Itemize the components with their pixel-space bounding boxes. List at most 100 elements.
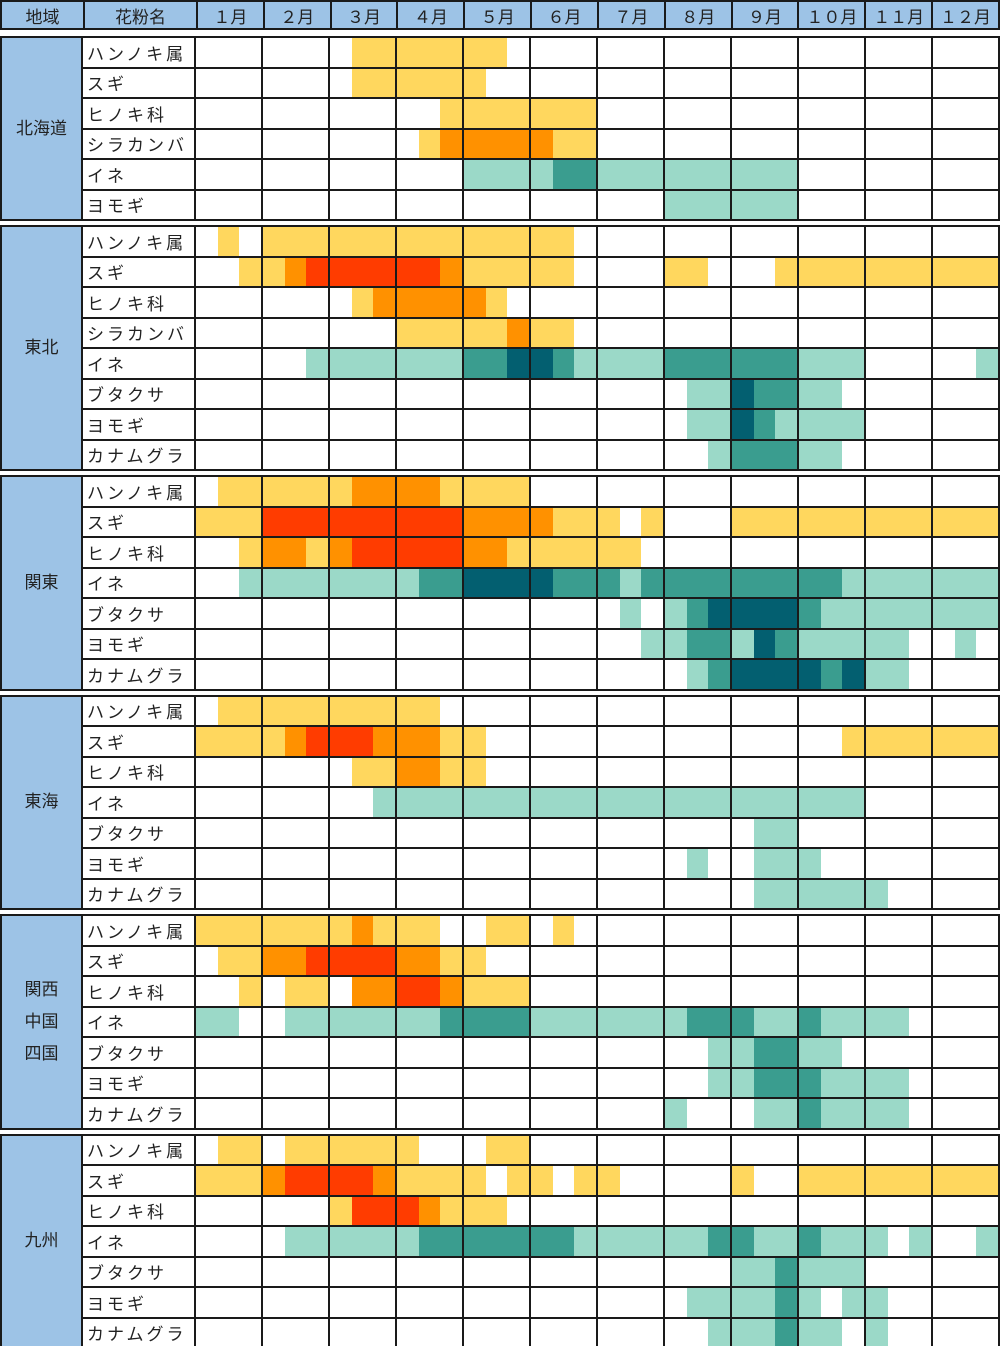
period-mark-0	[464, 1288, 486, 1317]
month-cell	[598, 1038, 665, 1067]
month-cell	[732, 1068, 799, 1097]
period-mark-m	[552, 568, 575, 597]
month-cell	[263, 1068, 330, 1097]
period-mark-0	[641, 1196, 664, 1225]
month-cell	[799, 538, 866, 567]
period-mark-m	[708, 1007, 731, 1036]
period-mark-l	[619, 788, 642, 817]
region-name: 東北	[24, 338, 59, 358]
month-cell	[933, 629, 999, 658]
period-mark-0	[842, 379, 865, 408]
period-mark-0	[418, 190, 441, 219]
month-cell	[933, 727, 999, 756]
period-mark-0	[284, 879, 307, 908]
month-cell	[196, 38, 263, 67]
period-mark-0	[708, 1135, 731, 1164]
period-mark-0	[485, 1318, 508, 1346]
period-mark-0	[351, 879, 374, 908]
period-mark-y	[842, 727, 865, 756]
period-mark-y	[330, 227, 352, 256]
period-mark-0	[708, 507, 731, 536]
period-mark-0	[598, 977, 620, 1006]
period-mark-0	[574, 38, 597, 67]
period-mark-y	[239, 727, 262, 756]
period-mark-0	[954, 190, 977, 219]
period-mark-l	[753, 160, 776, 189]
month-cell	[933, 849, 999, 878]
period-mark-y	[373, 68, 396, 97]
period-mark-0	[306, 190, 329, 219]
period-mark-0	[641, 257, 664, 286]
month-cell	[799, 1196, 866, 1225]
month-cell	[732, 160, 799, 189]
period-mark-y	[507, 1166, 530, 1195]
period-mark-0	[799, 977, 821, 1006]
period-mark-y	[686, 257, 709, 286]
month-cell	[196, 1068, 263, 1097]
pollen-row: ハンノキ属	[83, 916, 999, 947]
period-mark-0	[531, 1038, 553, 1067]
period-mark-d	[708, 599, 731, 628]
month-cell	[866, 757, 933, 786]
period-mark-0	[708, 129, 731, 158]
period-mark-0	[196, 349, 218, 378]
period-mark-l	[598, 788, 620, 817]
period-mark-0	[598, 727, 620, 756]
period-mark-l	[775, 410, 798, 439]
period-mark-m	[799, 1099, 821, 1128]
period-mark-0	[866, 160, 888, 189]
pollen-row: ヒノキ科	[83, 99, 999, 130]
period-mark-0	[531, 1068, 553, 1097]
month-cell	[397, 288, 464, 317]
period-mark-0	[351, 1257, 374, 1286]
month-cell	[665, 227, 732, 256]
month-cell	[464, 1196, 531, 1225]
month-cell	[598, 257, 665, 286]
period-mark-0	[641, 68, 664, 97]
period-mark-0	[933, 946, 955, 975]
period-mark-o	[397, 727, 419, 756]
period-mark-0	[665, 477, 687, 506]
period-mark-0	[732, 68, 754, 97]
period-mark-0	[330, 190, 352, 219]
period-mark-l	[775, 788, 798, 817]
period-mark-0	[708, 1099, 731, 1128]
pollen-name: スギ	[83, 68, 196, 97]
period-mark-0	[574, 660, 597, 689]
period-mark-0	[239, 599, 262, 628]
period-mark-y	[373, 1135, 396, 1164]
period-mark-0	[665, 99, 687, 128]
period-mark-y	[397, 1135, 419, 1164]
period-mark-r	[397, 538, 419, 567]
period-mark-0	[909, 1099, 932, 1128]
month-cell	[933, 818, 999, 847]
period-mark-0	[665, 318, 687, 347]
period-mark-0	[976, 477, 999, 506]
period-mark-0	[373, 849, 396, 878]
month-cell	[866, 818, 933, 847]
period-mark-0	[708, 538, 731, 567]
period-mark-y	[507, 977, 530, 1006]
period-mark-y	[909, 1166, 932, 1195]
period-mark-0	[239, 1007, 262, 1036]
pollen-row: ヨモギ	[83, 629, 999, 660]
period-mark-l	[933, 599, 955, 628]
period-mark-0	[507, 440, 530, 469]
month-cell	[732, 288, 799, 317]
month-cell	[464, 288, 531, 317]
pollen-row: ブタクサ	[83, 599, 999, 630]
month-cell	[598, 757, 665, 786]
period-mark-0	[440, 1135, 463, 1164]
period-mark-m	[686, 568, 709, 597]
period-mark-0	[440, 696, 463, 725]
period-mark-l	[574, 1007, 597, 1036]
period-mark-y	[306, 916, 329, 945]
period-mark-0	[665, 818, 687, 847]
period-mark-y	[440, 1166, 463, 1195]
month-cell	[866, 477, 933, 506]
month-cell	[933, 227, 999, 256]
period-mark-0	[887, 1288, 910, 1317]
period-mark-r	[330, 946, 352, 975]
period-mark-0	[598, 477, 620, 506]
period-mark-y	[373, 38, 396, 67]
